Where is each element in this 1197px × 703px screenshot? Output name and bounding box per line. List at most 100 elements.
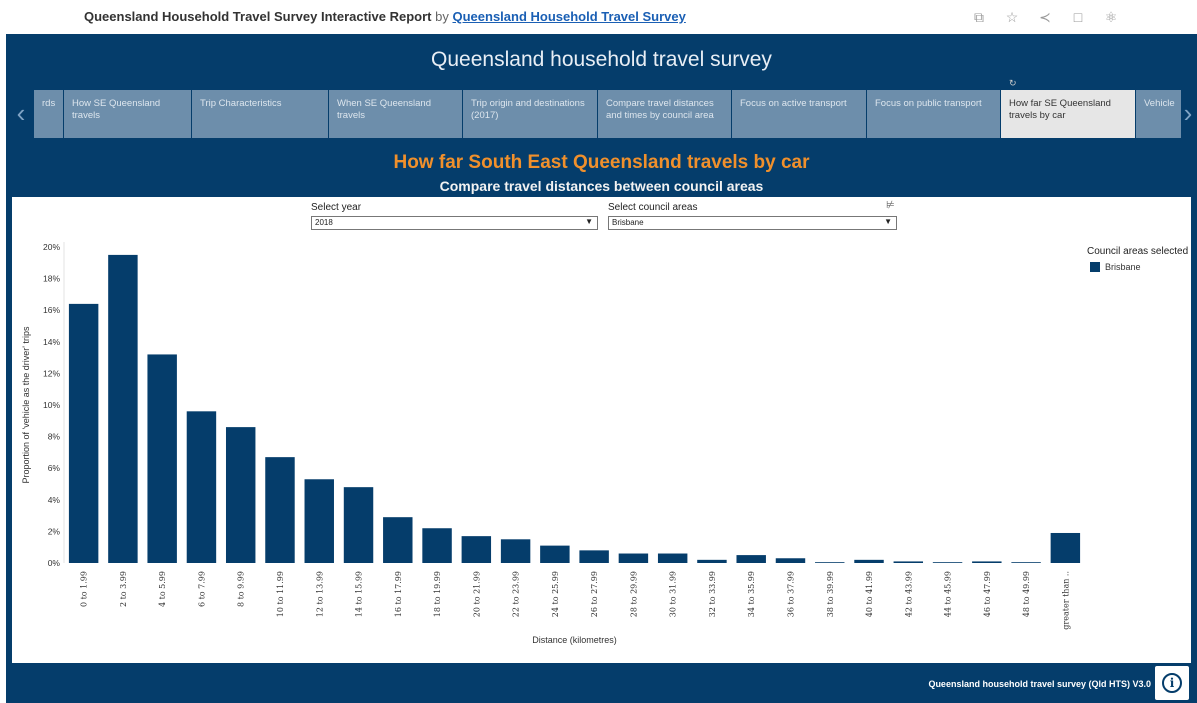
bar [657, 553, 688, 563]
bar-chart: 0% 2% 4% 6% 8% 10% 12% 14% 16% 18% 20% 0 to 1.99 2 t… [21, 242, 1081, 645]
x-tick-label: 28 to 29.99 [629, 571, 638, 617]
star-icon[interactable]: ☆ [1005, 9, 1019, 25]
tab-leaderboards[interactable]: rds [34, 90, 64, 138]
x-tick-label: 8 to 9.99 [237, 571, 246, 607]
bar [186, 411, 217, 563]
legend-swatch [1090, 262, 1100, 272]
badge-icon[interactable]: ⚛ [1104, 9, 1118, 25]
x-tick-label: 26 to 27.99 [590, 571, 599, 617]
x-tick-label: 18 to 19.99 [433, 571, 442, 617]
tab-focus-active-transport[interactable]: Focus on active transport [732, 90, 867, 138]
x-axis-title: Distance (kilometres) [532, 635, 617, 645]
bar [68, 303, 99, 563]
bar [500, 539, 531, 563]
bar [265, 457, 295, 563]
x-tick-label: 2 to 3.99 [119, 571, 128, 607]
sub-heading: Compare travel distances between council… [439, 178, 764, 194]
tab-label: Vehicle [1144, 98, 1175, 109]
x-tick-label: 24 to 25.99 [551, 571, 560, 617]
tab-how-far-by-car[interactable]: How far SE Queensland travels by car [1001, 90, 1136, 138]
bar [932, 562, 963, 563]
report-title-text: Queensland Household Travel Survey Inter… [84, 9, 432, 24]
top-bar: Queensland Household Travel Survey Inter… [0, 0, 1197, 34]
x-tick-label: 32 to 33.99 [708, 571, 717, 617]
clear-filter-icon[interactable]: ⊭ [886, 200, 895, 211]
bar [1011, 562, 1041, 563]
tab-scroll-right-icon[interactable]: › [1183, 98, 1193, 128]
x-tick-label: 48 to 49.99 [1022, 571, 1031, 617]
tab-compare-travel-distances[interactable]: Compare travel distances and times by co… [598, 90, 732, 138]
tab-trip-characteristics[interactable]: Trip Characteristics [192, 90, 329, 138]
comment-icon[interactable]: □ [1073, 9, 1083, 25]
year-select-value: 2018 [315, 218, 333, 227]
y-tick-label: 18% [43, 274, 60, 284]
y-tick-label: 14% [43, 337, 60, 347]
bar [540, 545, 570, 563]
bar [775, 558, 806, 563]
x-tick-label: 22 to 23.99 [512, 571, 521, 617]
tab-focus-public-transport[interactable]: Focus on public transport [867, 90, 1001, 138]
chart-panel: Select year 2018 ▼ Select council areas … [12, 197, 1191, 663]
x-tick-label: 38 to 39.99 [826, 571, 835, 617]
year-filter-label: Select year [311, 202, 362, 213]
x-tick-label: greater than .. [1061, 571, 1070, 630]
y-tick-label: 12% [43, 368, 60, 378]
bar [579, 550, 609, 563]
main-heading: How far South East Queensland travels by… [393, 152, 810, 173]
x-tick-label: 0 to 1.99 [80, 571, 89, 607]
tab-label: Trip Characteristics [200, 98, 282, 109]
bar [225, 427, 256, 563]
info-icon: i [1162, 673, 1182, 693]
chevron-down-icon: ▼ [585, 217, 593, 226]
legend-title: Council areas selected [1087, 246, 1189, 257]
x-tick-label: 36 to 37.99 [786, 571, 795, 617]
bar [383, 517, 413, 563]
bar [972, 561, 1002, 563]
council-filter-label: Select council areas [608, 202, 698, 213]
x-tick-label: 40 to 41.99 [865, 571, 874, 617]
council-select[interactable]: Brisbane ▼ [608, 216, 897, 230]
x-tick-label: 12 to 13.99 [315, 571, 324, 617]
tab-label: Compare travel distances and times by co… [606, 98, 714, 121]
tab-trip-origin-destinations[interactable]: Trip origin and destinations (2017) [463, 90, 598, 138]
copy-icon[interactable]: ⧉ [974, 9, 984, 25]
tab-label: How far SE Queensland travels by car [1009, 98, 1111, 121]
x-tick-label: 10 to 11.99 [276, 571, 285, 617]
y-tick-label: 6% [48, 463, 61, 473]
dashboard: Queensland household travel survey rds H… [6, 34, 1197, 703]
author-link[interactable]: Queensland Household Travel Survey [452, 9, 686, 24]
tab-scroll-left-icon[interactable]: ‹ [16, 98, 26, 128]
y-tick-label: 16% [43, 305, 60, 315]
tab-vehicle[interactable]: Vehicle [1136, 90, 1182, 138]
year-select[interactable]: 2018 ▼ [311, 216, 598, 230]
bar [893, 561, 924, 563]
x-tick-label: 44 to 45.99 [944, 571, 953, 617]
bar [422, 528, 452, 563]
share-icon[interactable]: ≺ [1039, 9, 1051, 25]
x-tick-label: 14 to 15.99 [355, 571, 364, 617]
bar [461, 536, 492, 563]
x-tick-label: 4 to 5.99 [158, 571, 167, 607]
refresh-icon: ↻ [1009, 78, 1017, 88]
report-title: Queensland Household Travel Survey Inter… [84, 9, 686, 24]
dashboard-title: Queensland household travel survey [431, 48, 772, 71]
tab-when-se-queensland-travels[interactable]: When SE Queensland travels [329, 90, 463, 138]
x-tick-label: 46 to 47.99 [983, 571, 992, 617]
info-button[interactable]: i [1155, 666, 1189, 700]
bar [697, 559, 727, 563]
x-tick-label: 20 to 21.99 [472, 571, 481, 617]
x-tick-label: 30 to 31.99 [669, 571, 678, 617]
y-tick-label: 4% [48, 495, 61, 505]
tab-how-se-queensland-travels[interactable]: How SE Queensland travels [64, 90, 192, 138]
council-select-value: Brisbane [612, 218, 644, 227]
x-tick-label: 16 to 17.99 [394, 571, 403, 617]
y-tick-label: 8% [48, 432, 61, 442]
x-tick-label: 6 to 7.99 [197, 571, 206, 607]
tab-label: When SE Queensland travels [337, 98, 432, 121]
tab-label: Focus on active transport [740, 98, 847, 109]
legend-label: Brisbane [1105, 262, 1141, 272]
bar [736, 555, 766, 563]
bar [304, 479, 334, 563]
tab-label: rds [42, 98, 56, 109]
